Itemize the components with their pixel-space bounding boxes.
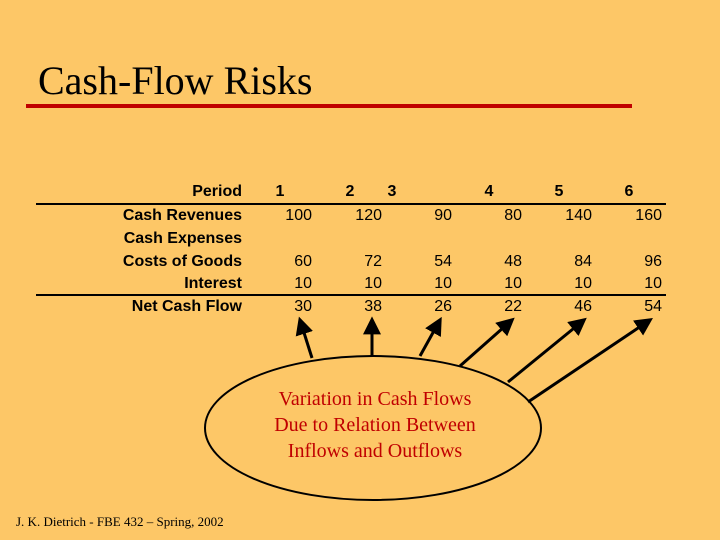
table-cell: 96 (644, 253, 662, 270)
table-cell: 48 (504, 253, 522, 270)
period-header-5: 5 (554, 183, 564, 200)
arrow-period-5 (507, 317, 587, 384)
table-cell: 160 (635, 207, 662, 224)
table-cell: 54 (434, 253, 452, 270)
arrow-period-1 (295, 316, 314, 359)
table-cell: 120 (355, 207, 382, 224)
arrow-period-4 (459, 317, 515, 368)
slide-footer: J. K. Dietrich - FBE 432 – Spring, 2002 (16, 514, 224, 529)
table-cell: 10 (294, 275, 312, 292)
period-header-3: 3 (387, 183, 397, 200)
table-cell: 100 (285, 207, 312, 224)
period-header-6: 6 (624, 183, 634, 200)
period-header-1: 1 (275, 183, 285, 200)
period-header-2: 2 (345, 183, 355, 200)
row-label-net-cash-flow: Net Cash Flow (131, 298, 242, 315)
table-cell: 80 (504, 207, 522, 224)
row-label-interest: Interest (184, 275, 242, 292)
callout-text: Variation in Cash Flows Due to Relation … (215, 386, 535, 464)
callout-line-1: Variation in Cash Flows (278, 388, 472, 410)
table-cell: 38 (364, 298, 382, 315)
callout-line-2: Due to Relation Between (274, 414, 476, 436)
table-cell: 10 (364, 275, 382, 292)
arrow-period-3 (418, 316, 442, 357)
table-cell: 10 (434, 275, 452, 292)
table-cell: 10 (574, 275, 592, 292)
table-cell: 72 (364, 253, 382, 270)
title-underline (26, 104, 632, 108)
table-cell: 46 (574, 298, 592, 315)
row-label-cash-revenues: Cash Revenues (122, 207, 242, 224)
table-cell: 10 (504, 275, 522, 292)
table-cell: 90 (434, 207, 452, 224)
table-cell: 10 (644, 275, 662, 292)
table-header-label: Period (192, 183, 242, 200)
table-header-rule (36, 203, 666, 205)
table-cell: 22 (504, 298, 522, 315)
slide-title: Cash-Flow Risks (38, 58, 313, 103)
table-total-rule (36, 294, 666, 296)
period-header-4: 4 (484, 183, 494, 200)
table-cell: 30 (294, 298, 312, 315)
row-label-costs-of-goods: Costs of Goods (122, 253, 242, 270)
table-cell: 26 (434, 298, 452, 315)
cash-flow-table: Period 1 2 3 4 5 6 Cash Revenues 100 120… (36, 181, 666, 321)
table-cell: 84 (574, 253, 592, 270)
table-cell: 60 (294, 253, 312, 270)
arrow-period-6 (527, 317, 653, 404)
table-cell: 140 (565, 207, 592, 224)
row-label-cash-expenses: Cash Expenses (123, 230, 242, 247)
table-cell: 54 (644, 298, 662, 315)
callout-line-3: Inflows and Outflows (287, 440, 463, 462)
